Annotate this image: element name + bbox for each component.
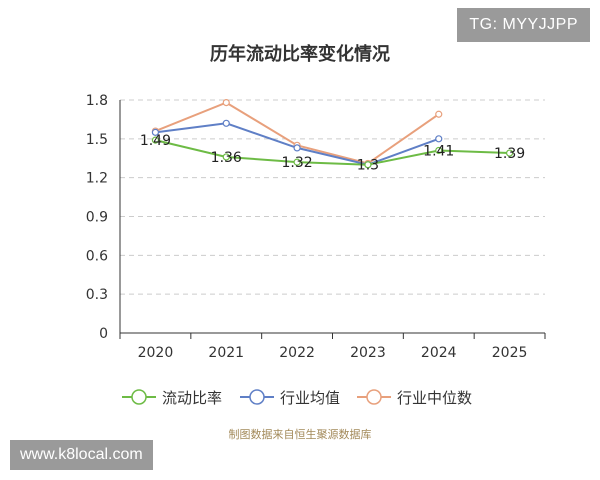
data-point — [293, 158, 301, 166]
legend-label: 行业均值 — [280, 389, 340, 407]
data-point — [505, 149, 514, 157]
series-line — [155, 139, 510, 166]
data-source-note: 制图数据来自恒生聚源数据库 — [228, 428, 372, 441]
data-point — [435, 146, 443, 155]
telegram-watermark: TG: MYYJJPP — [457, 8, 590, 42]
x-tick-label: 2021 — [208, 345, 244, 361]
data-label: 1.39 — [494, 146, 525, 162]
x-tick-label: 2025 — [492, 345, 528, 361]
legend-swatch-marker — [131, 389, 147, 405]
data-point — [222, 119, 230, 127]
x-tick-label: 2024 — [421, 345, 457, 361]
data-point — [293, 144, 301, 152]
y-tick-label: 0 — [99, 326, 108, 342]
y-tick-label: 0.9 — [86, 210, 108, 226]
data-label: 1.32 — [281, 155, 312, 171]
x-tick-label: 2020 — [138, 345, 174, 361]
data-label: 1.49 — [140, 133, 171, 149]
y-tick-label: 1.2 — [86, 171, 108, 187]
data-point — [151, 128, 160, 136]
y-tick-label: 0.6 — [86, 248, 108, 264]
y-tick-label: 0.3 — [86, 287, 108, 303]
data-point — [222, 98, 230, 107]
website-watermark: www.k8local.com — [10, 440, 153, 470]
legend-swatch-marker — [366, 389, 382, 405]
data-point — [364, 161, 372, 169]
data-point — [435, 135, 443, 143]
legend-label: 行业中位数 — [397, 389, 472, 407]
x-tick-label: 2022 — [279, 345, 315, 361]
x-tick-label: 2023 — [350, 345, 386, 361]
data-label: 1.3 — [357, 158, 379, 174]
y-tick-label: 1.5 — [86, 132, 108, 148]
data-point — [151, 136, 160, 144]
data-label: 1.36 — [211, 150, 242, 166]
data-label: 1.41 — [423, 143, 454, 159]
chart-title: 历年流动比率变化情况 — [210, 44, 390, 65]
y-tick-label: 1.8 — [86, 93, 108, 109]
data-point — [435, 110, 443, 118]
legend-swatch-marker — [249, 389, 265, 405]
legend-label: 流动比率 — [162, 389, 222, 407]
data-point — [222, 153, 230, 161]
